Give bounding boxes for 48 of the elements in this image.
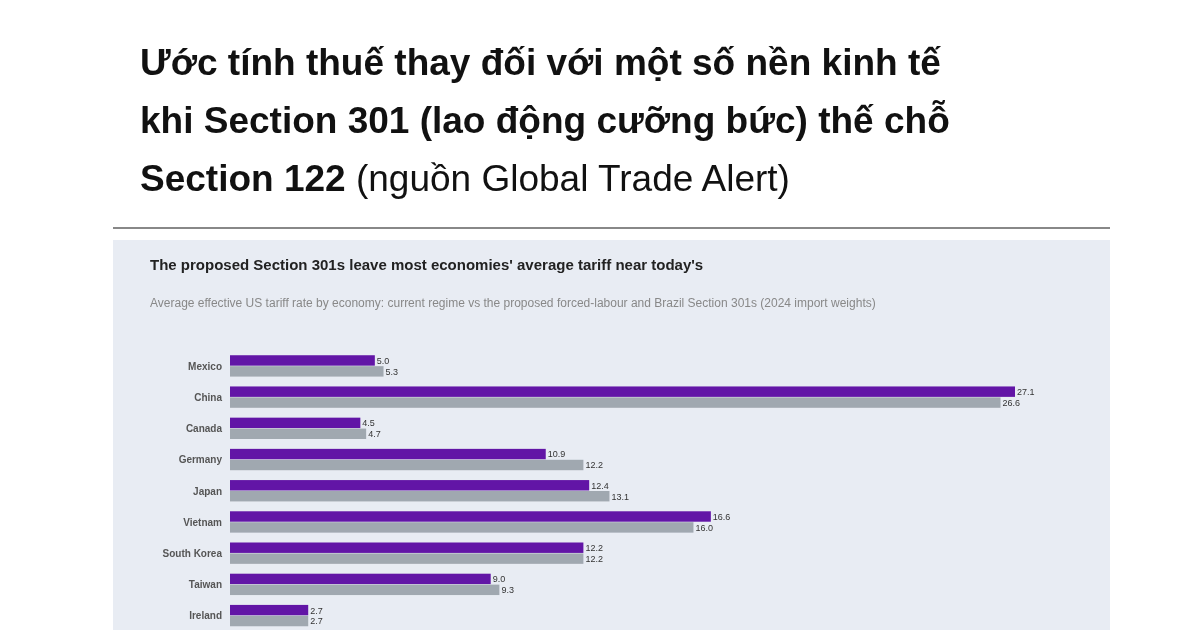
bar: [230, 584, 500, 596]
data-label: 4.5: [362, 418, 375, 429]
bar: [230, 459, 584, 471]
bar: [230, 542, 584, 553]
y-tick-label: Mexico: [188, 360, 222, 372]
data-label: 2.7: [310, 605, 323, 616]
chart-title: Ước tính thuế thay đối với một số nền kinh tế khi Section 301 (lao động cưỡng bức) thế chỗ Section 122 (nguồn Global Trade Alert): [140, 42, 950, 199]
data-label: 16.6: [712, 511, 731, 522]
bar: [230, 386, 1015, 397]
bar: [230, 615, 309, 627]
data-label: 13.1: [611, 491, 629, 502]
data-label: 2.7: [310, 616, 323, 627]
bar: [230, 397, 1001, 408]
bar: [230, 366, 384, 377]
bar: [230, 480, 590, 491]
data-label: 4.7: [368, 429, 381, 440]
bar: [230, 522, 694, 533]
bar: [230, 573, 491, 585]
data-label: 9.0: [492, 574, 506, 585]
y-tick-label: Ireland: [189, 610, 222, 622]
bar: [230, 417, 361, 429]
data-label: 27.1: [1017, 387, 1035, 398]
data-label: 12.2: [585, 460, 603, 471]
bar: [230, 491, 610, 502]
bar: [230, 355, 375, 366]
text: Average effective US tariff rate by economy: current regime vs the proposed forced-labour and Brazil Section 301s (2024 import weights): [150, 296, 876, 310]
chart-subtitle: The proposed Section 301s leave most economies' average tariff near today's: [150, 256, 704, 273]
bar: [230, 553, 584, 564]
data-label: 10.9: [547, 449, 566, 460]
data-label: 12.2: [585, 554, 603, 565]
bar: [230, 511, 711, 522]
bar: [230, 428, 367, 440]
y-tick-label: Taiwan: [188, 579, 222, 591]
y-tick-label: Germany: [178, 454, 223, 466]
y-tick-label: Japan: [193, 485, 222, 497]
data-label: 26.6: [1002, 397, 1021, 408]
bar: [230, 448, 546, 460]
data-label: 12.2: [585, 543, 603, 554]
data-label: 9.3: [501, 585, 514, 596]
y-tick-label: South Korea: [162, 547, 223, 559]
y-tick-label: Vietnam: [183, 516, 223, 528]
bar: [230, 604, 309, 616]
y-tick-label: China: [194, 391, 223, 403]
data-label: 16.0: [695, 522, 713, 533]
data-label: 5.3: [385, 366, 399, 377]
data-label: 12.4: [591, 480, 609, 491]
data-label: 5.0: [376, 355, 390, 366]
y-tick-label: Canada: [185, 423, 223, 435]
